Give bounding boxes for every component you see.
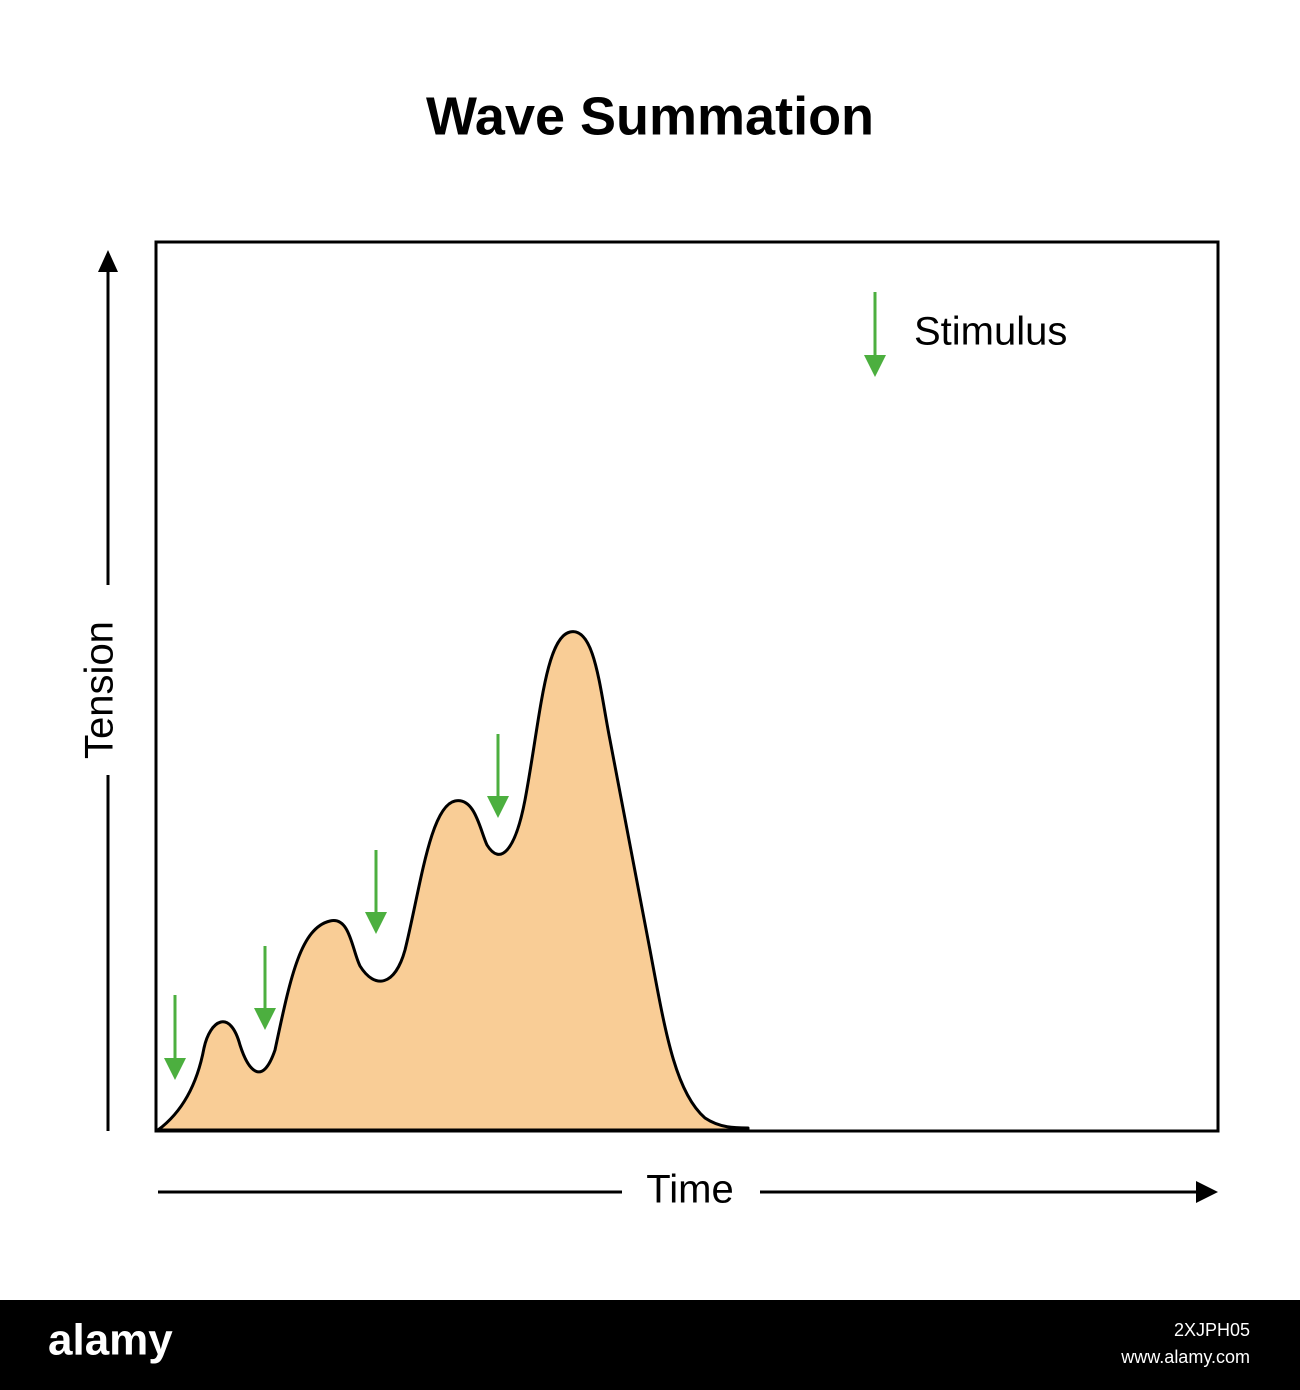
x-axis-label: Time — [646, 1168, 733, 1212]
legend-arrowhead — [864, 355, 886, 377]
x-axis-arrowhead — [1196, 1181, 1218, 1203]
stimulus-arrowhead — [487, 796, 509, 818]
footer-image-id: 2XJPH05 — [1174, 1320, 1250, 1340]
footer-bar — [0, 1300, 1300, 1390]
legend-label: Stimulus — [914, 310, 1067, 354]
footer-brand: alamy — [48, 1316, 173, 1365]
footer-url: www.alamy.com — [1120, 1347, 1250, 1367]
title: Wave Summation — [426, 86, 874, 146]
tension-curve — [156, 630, 750, 1132]
stimulus-arrows — [164, 292, 886, 1080]
stimulus-arrowhead — [254, 1008, 276, 1030]
stimulus-arrowhead — [164, 1058, 186, 1080]
y-axis-label: Tension — [78, 621, 122, 759]
stimulus-arrowhead — [365, 912, 387, 934]
y-axis-arrowhead — [98, 250, 118, 272]
